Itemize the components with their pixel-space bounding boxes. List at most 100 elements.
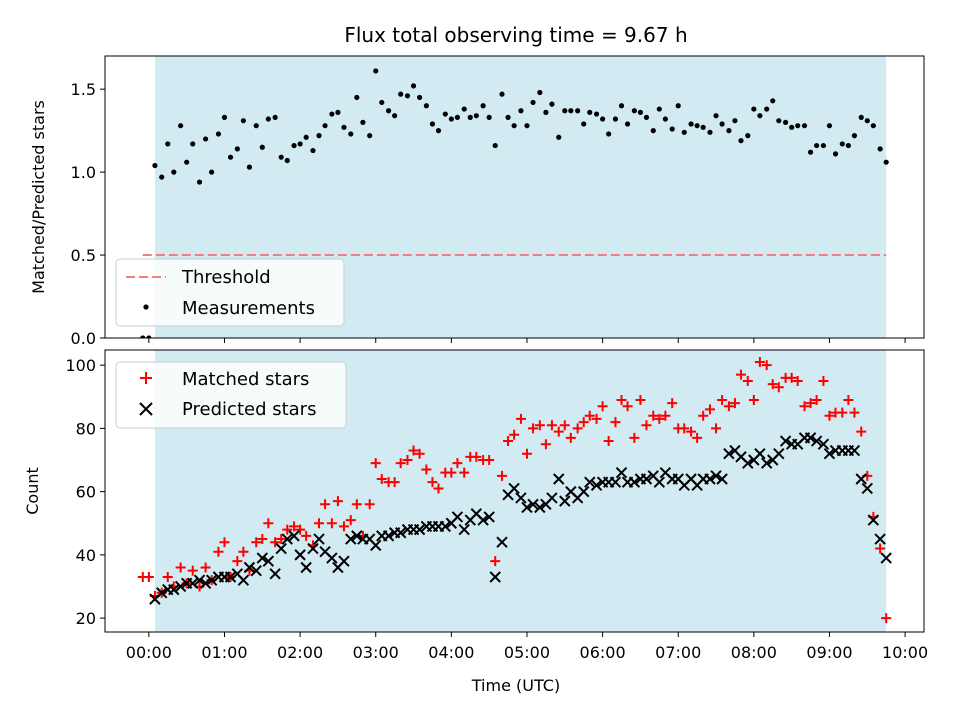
count-panel: 20 40 60 80 100 00:00 01:00 02:00 03:00 04:00 05:0… [23, 349, 928, 662]
measurement-point [221, 114, 228, 120]
measurement-point [537, 89, 543, 96]
matched-star-point [389, 477, 400, 488]
predicted-star-point [817, 438, 830, 450]
measurement-point [316, 133, 322, 139]
measurement-point [675, 103, 681, 109]
measurement-point [152, 162, 158, 169]
measurement-point [310, 147, 316, 154]
predicted-star-point [370, 539, 382, 552]
predicted-star-point [224, 571, 237, 583]
legend-measurement-swatch [143, 304, 149, 310]
legend-measurement-label: Measurements [182, 298, 315, 319]
measurement-point [511, 123, 517, 129]
measurement-point [392, 113, 398, 119]
matched-star-point [257, 534, 268, 545]
matched-star-point [875, 543, 886, 554]
matched-star-point [446, 467, 457, 478]
measurement-point [719, 121, 725, 127]
matched-star-point [515, 413, 526, 424]
measurement-point [473, 113, 479, 119]
measurement-point [764, 106, 770, 112]
matched-star-point [175, 562, 186, 573]
ratio-panel: 0.0 0.5 1.0 1.5 Matched/Predicted stars Thres… [29, 55, 925, 348]
matched-star-point [679, 423, 690, 434]
matched-star-point [856, 426, 867, 437]
matched-star-point [314, 518, 325, 529]
matched-star-point [282, 524, 293, 535]
predicted-star-point [451, 511, 464, 523]
matched-star-point [459, 467, 470, 478]
predicted-star-point [773, 447, 785, 460]
predicted-star-point [193, 574, 206, 586]
matched-star-point [497, 470, 508, 481]
measurement-point [700, 124, 706, 130]
matched-star-point [654, 413, 665, 424]
predicted-star-point [710, 470, 722, 482]
matched-star-point [641, 420, 652, 431]
matched-star-point [421, 464, 432, 475]
matched-star-point [648, 410, 659, 421]
predicted-star-point [326, 552, 338, 564]
matched-star-point [213, 546, 224, 557]
measurement-point [707, 129, 713, 135]
predicted-star-point [804, 432, 817, 444]
measurement-point [593, 111, 600, 117]
x-tick-label: 00:00 [126, 643, 172, 662]
matched-star-point [162, 571, 173, 582]
predicted-star-point [394, 527, 407, 539]
measurement-point [461, 106, 467, 112]
measurement-point [801, 123, 808, 129]
predicted-star-point [275, 542, 287, 555]
matched-star-point [232, 556, 243, 567]
predicted-star-point [546, 492, 558, 504]
matched-star-point [509, 429, 520, 440]
predicted-star-point [534, 501, 546, 514]
chart-title: Flux total observing time = 9.67 h [344, 23, 687, 47]
matched-star-point [597, 401, 608, 412]
legend: Threshold Measurements [115, 258, 345, 327]
matched-star-point [818, 375, 829, 386]
matched-star-point [692, 432, 703, 443]
matched-star-point [376, 473, 387, 484]
matched-star-point [742, 375, 753, 386]
predicted-star-point [294, 549, 306, 561]
matched-star-point [792, 375, 803, 386]
measurement-point [549, 101, 555, 107]
measurement-point [253, 123, 259, 129]
measurement-point [322, 123, 328, 129]
matched-star-point [578, 417, 589, 428]
matched-star-point [622, 401, 633, 412]
predicted-star-point [489, 571, 501, 583]
measurement-point [373, 68, 379, 74]
predicted-star-point [382, 530, 395, 542]
x-tick-label: 06:00 [580, 643, 626, 662]
matched-star-point [667, 398, 678, 409]
predicted-star-point [880, 552, 892, 564]
matched-star-point [402, 455, 413, 466]
measurement-point [618, 103, 625, 109]
y-tick-label: 20 [76, 609, 96, 628]
measurement-point [776, 118, 782, 124]
x-tick-label: 07:00 [655, 643, 701, 662]
measurement-point [499, 91, 505, 97]
predicted-star-point [338, 555, 350, 567]
predicted-star-point [716, 473, 728, 485]
y-tick-label: 1.5 [71, 80, 96, 99]
predicted-star-point [823, 447, 836, 460]
matched-star-point [408, 445, 419, 456]
matched-star-point [326, 518, 337, 529]
predicted-star-point [760, 457, 773, 469]
measurement-point [631, 108, 637, 114]
matched-star-point [484, 455, 495, 466]
y-tick-label: 40 [76, 546, 96, 565]
y-tick-label: 80 [76, 419, 96, 438]
predicted-star-point [269, 568, 281, 580]
predicted-star-point [723, 447, 735, 460]
predicted-star-point [187, 577, 199, 590]
predicted-star-point [313, 533, 325, 545]
x-tick-label: 08:00 [731, 643, 777, 662]
legend-matched-swatch [140, 372, 152, 384]
predicted-star-point [300, 561, 312, 574]
measurement-point [845, 142, 851, 149]
